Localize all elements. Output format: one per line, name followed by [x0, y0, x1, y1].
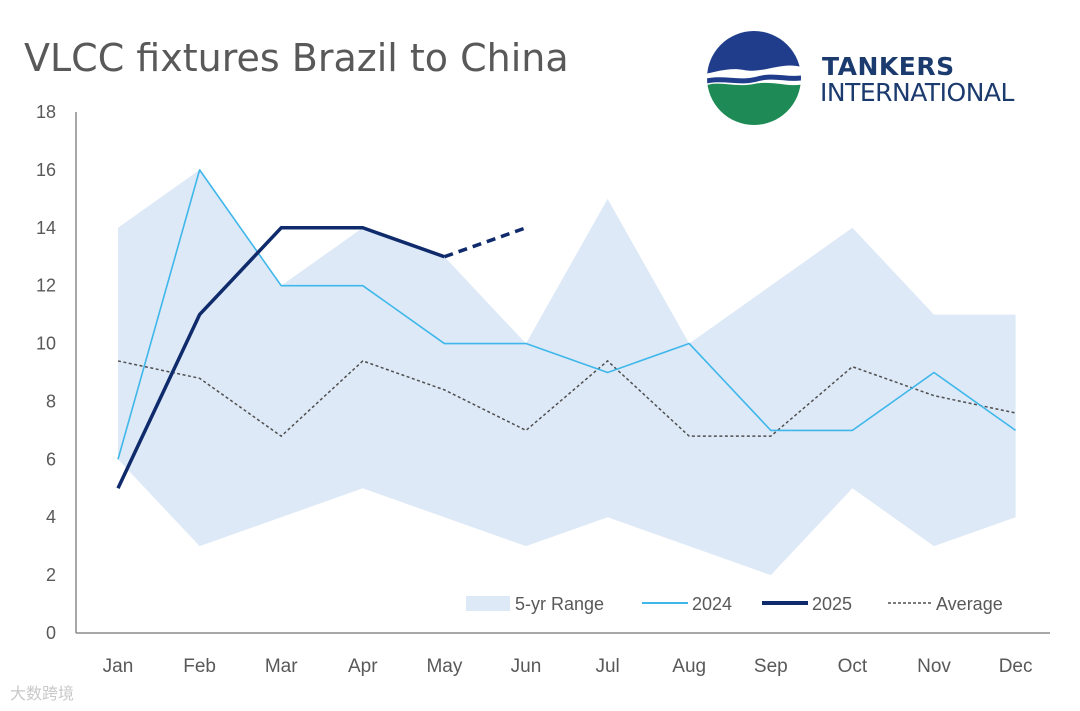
x-tick-label: Jun	[511, 656, 542, 677]
x-tick-label: Aug	[672, 656, 706, 677]
series-line-average	[117, 359, 1016, 438]
chart-title: VLCC fixtures Brazil to China	[24, 36, 569, 80]
chart-legend: 5-yr Range 2024 2025 Average	[466, 594, 1003, 614]
x-tick-labels: Jan Feb Mar Apr May Jun Jul Aug Sep Oct Nov Dec	[103, 656, 1033, 677]
chart-axes	[75, 112, 1050, 634]
y-tick-label: 6	[46, 449, 56, 469]
y-tick-label: 2	[46, 565, 56, 585]
watermark-text: 大数跨境	[10, 684, 75, 703]
x-tick-label: Jul	[595, 656, 619, 677]
y-tick-label: 8	[46, 391, 56, 411]
legend-label-2025: 2025	[812, 594, 852, 614]
x-tick-label: Jan	[103, 656, 134, 677]
x-tick-label: Oct	[838, 656, 868, 677]
series-line-2025	[116, 226, 445, 490]
range-band	[118, 169, 1016, 576]
x-tick-label: Feb	[183, 656, 216, 677]
five-year-range-area	[118, 169, 1016, 576]
y-tick-label: 4	[46, 507, 56, 527]
x-tick-label: Apr	[348, 656, 378, 677]
logo-emblem-icon	[707, 31, 801, 125]
legend-label-average: Average	[936, 594, 1003, 614]
series-lines	[116, 169, 1017, 490]
x-tick-label: Dec	[999, 656, 1033, 677]
series-line-2025-forecast	[443, 226, 527, 259]
legend-swatch-range	[466, 596, 510, 611]
y-tick-label: 18	[36, 102, 56, 122]
y-tick-label: 14	[36, 218, 56, 238]
series-line-2024	[117, 169, 1017, 460]
legend-label-range: 5-yr Range	[515, 594, 604, 614]
y-tick-labels: 0 2 4 6 8 10 12 14 16 18	[36, 102, 56, 643]
x-tick-label: Nov	[917, 656, 951, 677]
y-tick-label: 16	[36, 160, 56, 180]
y-tick-label: 10	[36, 334, 56, 354]
x-tick-label: May	[426, 656, 462, 677]
logo-wordmark-line1: TANKERS	[822, 52, 955, 81]
logo-wordmark-line2: INTERNATIONAL	[820, 78, 1014, 107]
legend-label-2024: 2024	[692, 594, 732, 614]
y-tick-label: 0	[46, 623, 56, 643]
x-tick-label: Sep	[754, 656, 788, 677]
x-tick-label: Mar	[265, 656, 298, 677]
y-tick-label: 12	[36, 276, 56, 296]
